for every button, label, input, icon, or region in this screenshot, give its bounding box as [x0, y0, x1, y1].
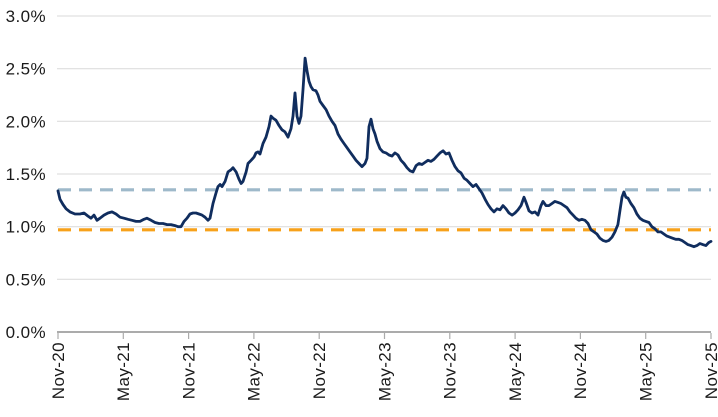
y-tick-label: 1.5%: [6, 165, 46, 184]
x-tick-label: Nov-20: [49, 342, 68, 399]
main-line-path: [56, 56, 713, 249]
y-tick-label: 0.0%: [6, 323, 46, 342]
x-tick-label: Nov-24: [571, 342, 590, 399]
x-tick-label: Nov-21: [179, 342, 198, 399]
y-tick-label: 1.0%: [6, 218, 46, 237]
x-tick-label: May-21: [114, 342, 133, 401]
x-tick-label: Nov-22: [310, 342, 329, 399]
y-tick-label: 2.0%: [6, 112, 46, 131]
y-tick-label: 0.5%: [6, 270, 46, 289]
x-tick-label: May-24: [506, 342, 525, 401]
x-tick-label: May-22: [245, 342, 264, 401]
y-tick-label: 2.5%: [6, 60, 46, 79]
y-tick-label: 3.0%: [6, 7, 46, 26]
x-tick-label: May-25: [636, 342, 655, 401]
x-tick-label: Nov-23: [441, 342, 460, 399]
x-tick-label: May-23: [375, 342, 394, 401]
x-tick-label: Nov-25: [702, 342, 718, 399]
